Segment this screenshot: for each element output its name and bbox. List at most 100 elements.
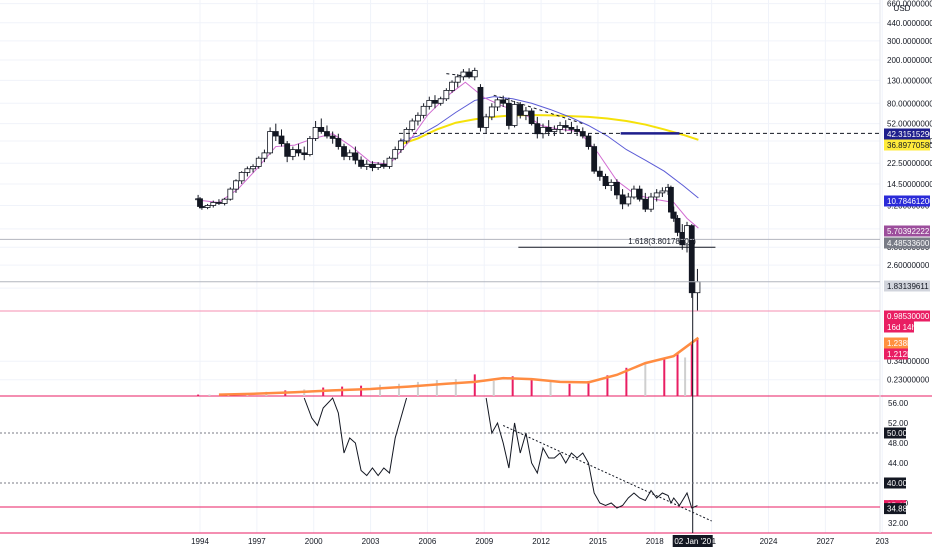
candle-body (523, 110, 529, 116)
candle-body (488, 106, 495, 118)
volume-bar (379, 384, 382, 396)
price-tag-bg (884, 348, 908, 360)
price-tag-bg (884, 337, 908, 349)
price-axis-tick: 660.00000000 (887, 0, 932, 9)
price-axis[interactable]: 660.00000000 440.00000000 300.00000000 200.… (884, 0, 932, 528)
price-tag-bg (884, 310, 930, 322)
candle-body (341, 146, 347, 157)
price-tag: 40.00 (884, 477, 908, 489)
candle-body (380, 163, 387, 167)
candle-body (238, 172, 245, 182)
candle-body (233, 180, 239, 190)
candle-body (403, 129, 410, 142)
time-cursor-label: 02 Jan '20 (674, 537, 711, 546)
price-tag-bg (884, 503, 906, 515)
volume-bar (549, 381, 552, 396)
candle-body (204, 205, 211, 208)
time-cursor-tag (672, 535, 713, 547)
time-axis[interactable]: 1994199720002003200620092012201520182120… (191, 535, 889, 547)
rsi-line (485, 397, 698, 509)
candle-body (284, 143, 291, 157)
volume-bar (416, 381, 419, 396)
candle-body (614, 181, 620, 196)
volume-bar (587, 380, 590, 396)
volume-bar (492, 380, 495, 396)
candle-body (477, 86, 484, 128)
time-axis-tick: 2003 (362, 537, 380, 546)
price-tag: 1.212B (884, 348, 912, 360)
price-tag: 1.238B (884, 337, 912, 349)
time-axis-tick: 203 (876, 537, 890, 546)
candle-body (352, 152, 359, 161)
candle-body (540, 127, 546, 135)
ma-blue-line (398, 96, 699, 199)
candle-body (272, 131, 279, 137)
candle-body (466, 71, 472, 78)
price-tag-label: 0.98530000 (887, 312, 930, 321)
price-axis-tick: 52.00000000 (887, 120, 932, 129)
candle-body (653, 192, 660, 198)
candle-body (505, 102, 512, 126)
rsi-line (303, 397, 408, 477)
volume-bar (690, 341, 693, 396)
volume-pane (197, 336, 700, 396)
candle-body (591, 146, 598, 172)
candle-body (517, 104, 524, 116)
rsi-pane (0, 397, 880, 522)
volume-bar (435, 380, 438, 396)
price-tag-label: 16d 14h (887, 323, 916, 332)
candle-body (642, 198, 649, 210)
price-tag-bg (884, 195, 930, 207)
candle-body (625, 196, 632, 205)
candle-body (668, 186, 674, 213)
candle-body (346, 152, 353, 157)
price-axis-tick: 130.00000000 (887, 76, 932, 85)
candle-body (369, 163, 376, 168)
price-tag: 42.31515290 (884, 128, 932, 140)
candle-body (688, 225, 695, 294)
time-axis-tick: 2006 (419, 537, 437, 546)
price-tag-label: 10.78461200 (887, 197, 932, 206)
candle-body (397, 140, 404, 151)
time-axis-tick: 2012 (532, 537, 550, 546)
time-axis-tick: 2027 (816, 537, 834, 546)
candle-body (255, 157, 262, 167)
candle-body (460, 71, 467, 78)
candle-body (426, 100, 433, 107)
candle-body (221, 198, 228, 204)
volume-bar (644, 363, 647, 396)
candle-body (437, 98, 444, 104)
time-axis-tick: 2009 (475, 537, 493, 546)
candle-body (335, 138, 342, 147)
price-tag: 34.88 (884, 503, 908, 515)
volume-ma-line (218, 336, 700, 396)
volume-bar (696, 339, 699, 396)
volume-bar (568, 383, 571, 396)
volume-bar (397, 383, 400, 396)
volume-bar (208, 394, 211, 396)
candle-body (324, 131, 330, 137)
time-axis-tick: 1997 (248, 537, 266, 546)
candle-body (596, 170, 603, 177)
candle-body (278, 135, 285, 145)
price-tag-bg (884, 225, 930, 237)
time-axis-tick: 2018 (646, 537, 664, 546)
volume-bar (663, 359, 666, 396)
volume-bar (454, 379, 457, 396)
price-tag: 4.48533600 (884, 237, 930, 249)
candle-body (648, 196, 654, 210)
price-tag-bg (884, 139, 930, 151)
candle-body (454, 76, 461, 83)
price-axis-tick: 22.50000000 (887, 159, 932, 168)
volume-bar (530, 378, 533, 396)
price-tag: 0.98530000 (884, 310, 930, 322)
candle-body (392, 149, 399, 159)
candle-body (318, 127, 325, 132)
candle-body (471, 70, 478, 78)
currency-label: USD (894, 4, 911, 13)
volume-bar (625, 367, 628, 396)
candle-body (329, 135, 336, 139)
volume-bar (473, 374, 476, 396)
